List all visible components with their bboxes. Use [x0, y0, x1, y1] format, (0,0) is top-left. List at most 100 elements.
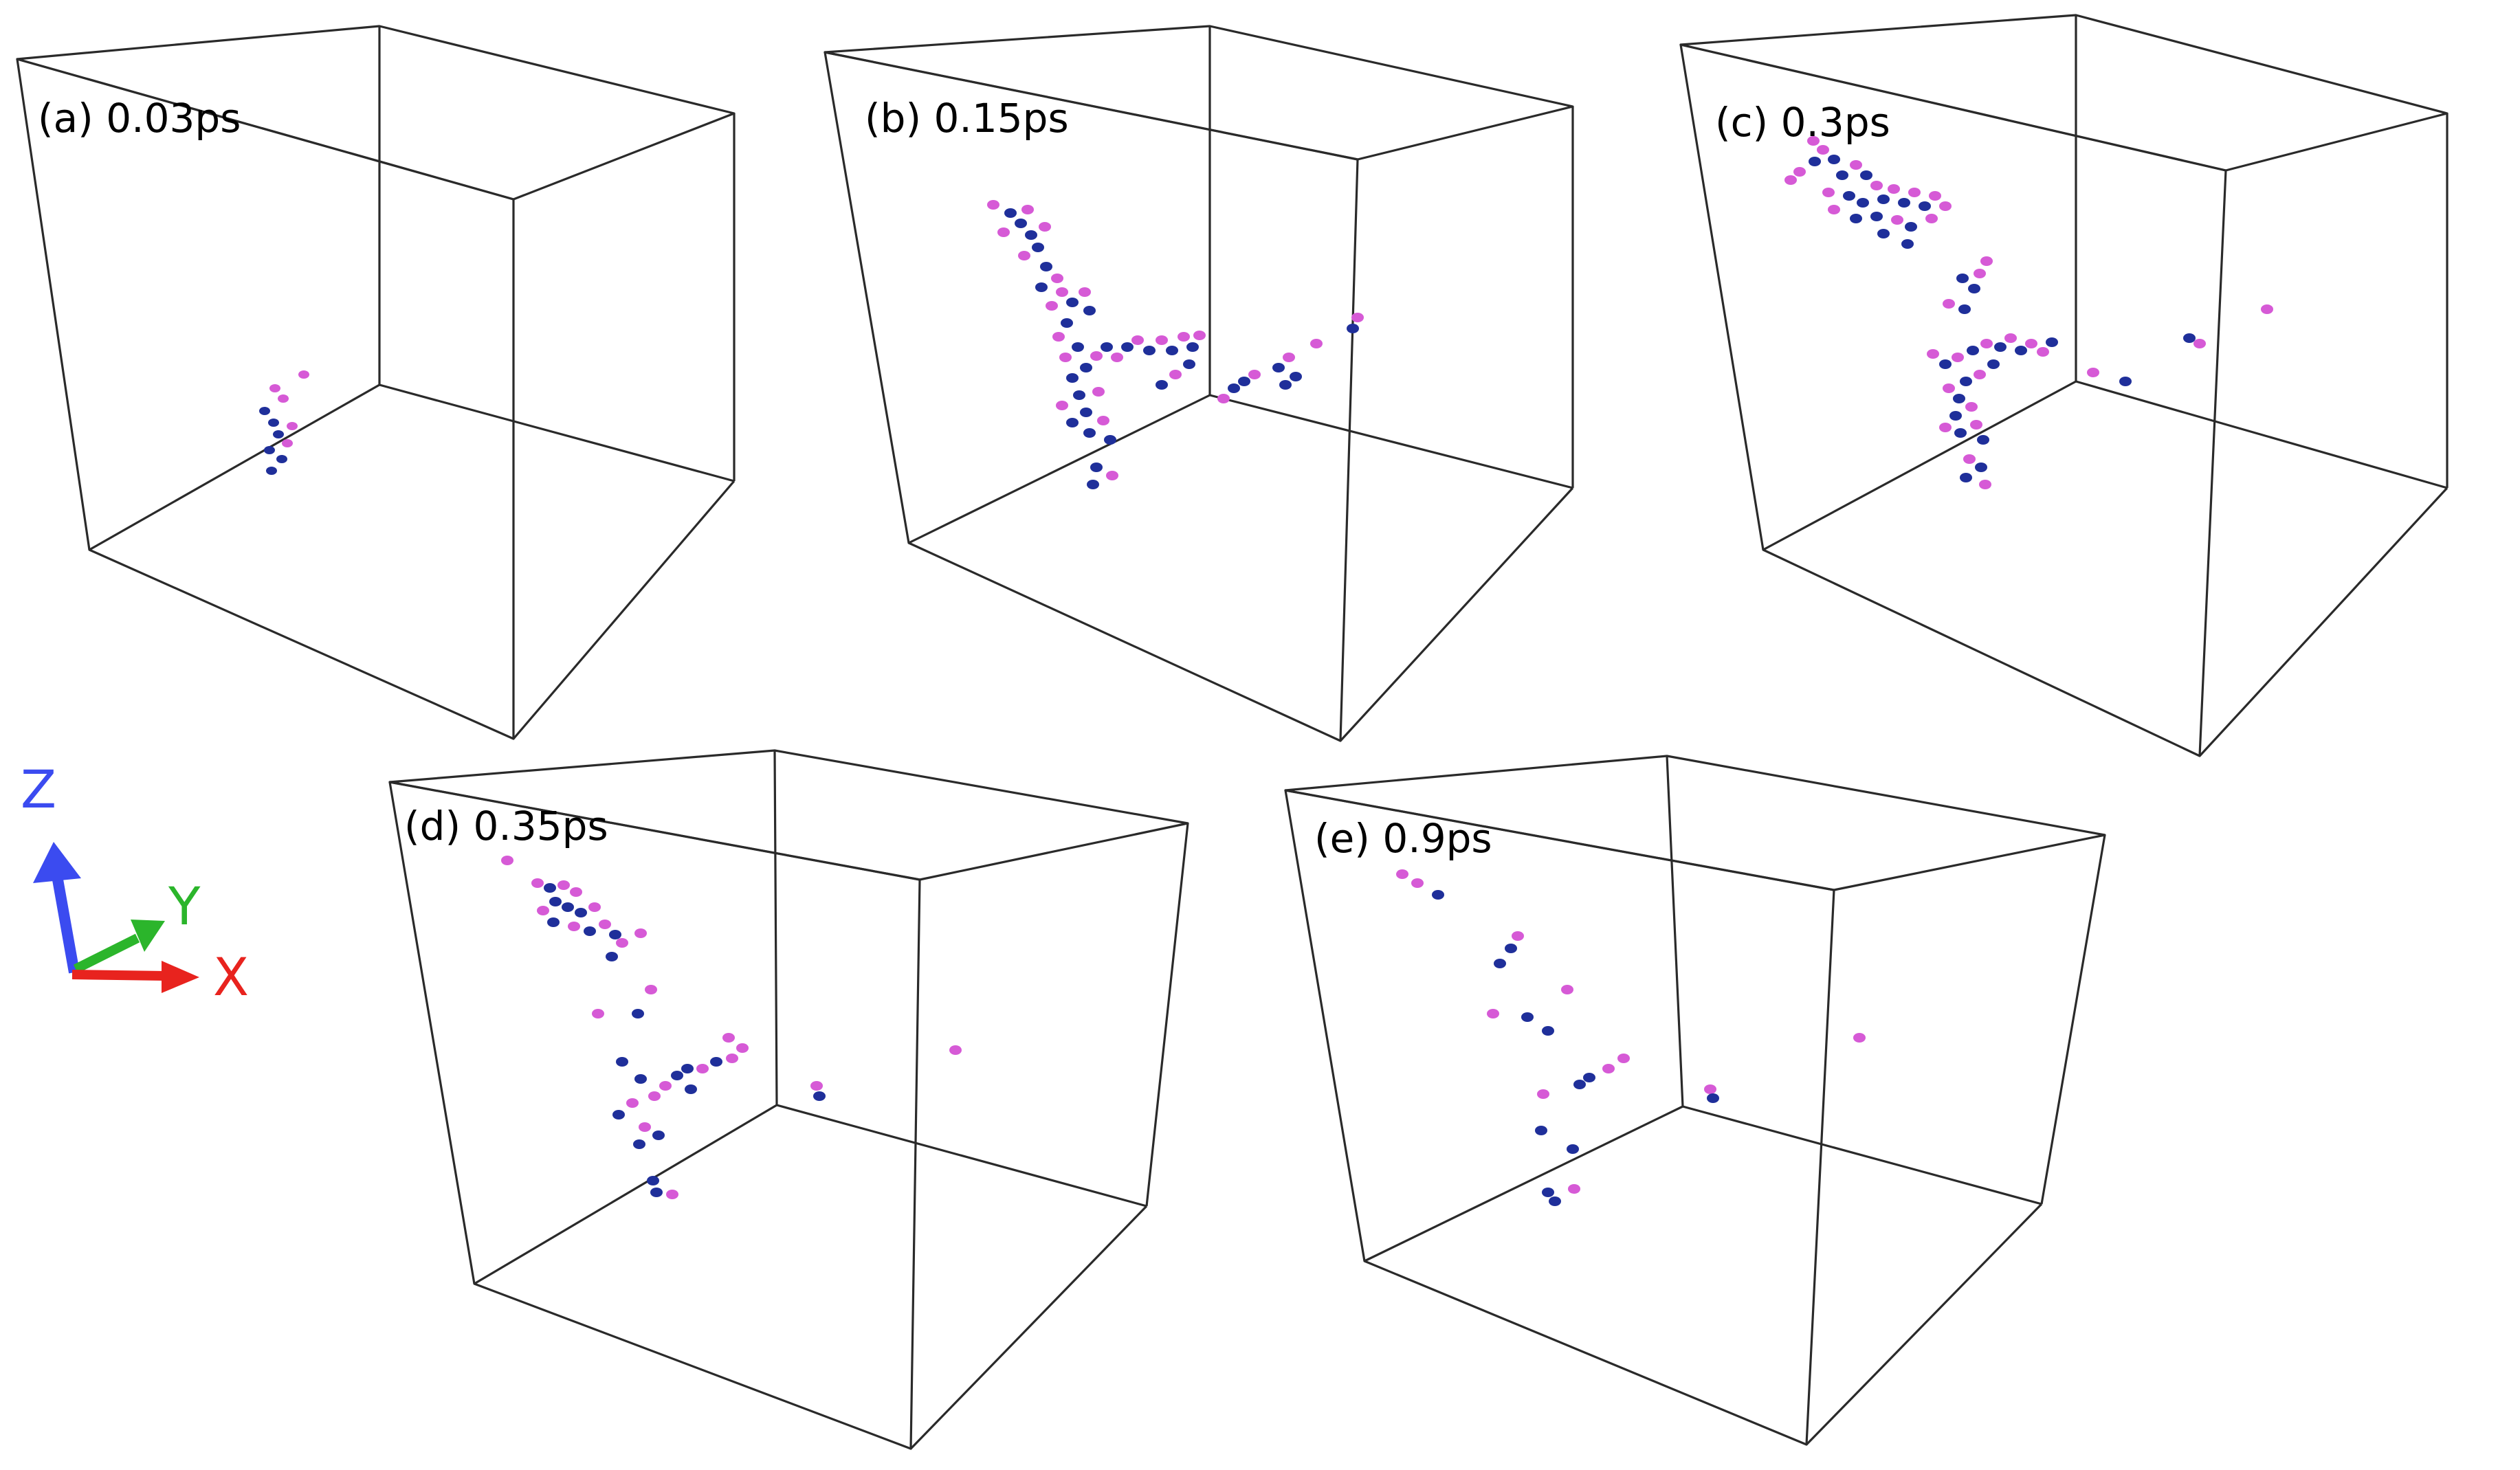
atom-magenta — [1411, 878, 1424, 888]
panel-d: (d) 0.35ps — [388, 749, 1189, 1450]
atom-magenta — [1908, 188, 1921, 197]
x-axis-label: X — [213, 946, 249, 1007]
atom-blue — [1121, 342, 1134, 352]
z-axis-label: Z — [21, 759, 56, 820]
atom-blue — [1066, 298, 1079, 307]
atom-blue — [1072, 342, 1084, 352]
atom-magenta — [2261, 304, 2273, 314]
atom-magenta — [1925, 214, 1938, 223]
panel-c: (c) 0.3ps — [1679, 14, 2449, 757]
atom-blue — [1850, 214, 1862, 223]
atom-magenta — [2004, 333, 2017, 343]
atom-blue — [1960, 377, 1972, 386]
atom-magenta — [1784, 175, 1797, 185]
atom-magenta — [2037, 347, 2049, 357]
y-axis-arrowhead — [131, 920, 165, 952]
atom-blue — [647, 1176, 659, 1185]
atom-magenta — [987, 200, 999, 210]
atom-blue — [1004, 208, 1017, 218]
atom-magenta — [1817, 145, 1829, 155]
atom-blue — [606, 952, 618, 961]
atom-cluster-d — [501, 856, 962, 1199]
simulation-box — [824, 25, 1574, 742]
atom-magenta — [1952, 353, 1964, 362]
panel-label-a: (a) 0.03ps — [38, 95, 241, 142]
atom-blue — [1968, 284, 1980, 293]
atom-blue — [612, 1110, 625, 1120]
atom-magenta — [1980, 256, 1993, 266]
atom-blue — [1272, 363, 1285, 372]
atom-blue — [1994, 342, 2007, 352]
atom-magenta — [810, 1081, 823, 1091]
atom-blue — [1080, 363, 1092, 372]
atom-magenta — [1193, 331, 1206, 340]
atom-magenta — [269, 384, 280, 392]
atom-magenta — [557, 880, 570, 890]
atom-blue — [1898, 198, 1910, 208]
atom-magenta — [1974, 370, 1986, 379]
atom-blue — [1521, 1012, 1534, 1022]
atom-blue — [1535, 1126, 1547, 1135]
atom-magenta — [1156, 335, 1168, 345]
atom-blue — [633, 1139, 645, 1149]
atom-blue — [1901, 239, 1914, 249]
atom-blue — [1828, 155, 1840, 164]
atom-blue — [1087, 480, 1099, 489]
atom-magenta — [1970, 420, 1982, 430]
z-axis-arrowhead — [33, 842, 81, 883]
atom-magenta — [278, 394, 289, 403]
atom-blue — [1066, 418, 1079, 427]
atom-blue — [575, 908, 587, 917]
atom-magenta — [1248, 370, 1261, 379]
panel-label-d: (d) 0.35ps — [404, 803, 608, 849]
atom-magenta — [645, 985, 657, 994]
atom-blue — [276, 455, 287, 463]
atom-cluster-b — [987, 200, 1364, 489]
atom-magenta — [1106, 471, 1118, 480]
atom-magenta — [1822, 188, 1835, 197]
x-axis-arrow — [71, 970, 166, 981]
atom-magenta — [1039, 222, 1051, 232]
atom-magenta — [1602, 1064, 1615, 1073]
atom-blue — [2015, 346, 2027, 355]
atom-magenta — [588, 902, 601, 912]
atom-blue — [1290, 372, 1302, 381]
z-axis-arrow — [52, 878, 80, 974]
atom-blue — [2119, 377, 2132, 386]
atom-magenta — [2087, 368, 2099, 377]
atom-magenta — [1283, 353, 1295, 362]
atom-magenta — [1943, 383, 1955, 393]
atom-magenta — [1870, 181, 1883, 190]
atom-magenta — [736, 1043, 749, 1053]
atom-magenta — [1018, 251, 1030, 260]
atom-blue — [1836, 170, 1848, 180]
atom-blue — [632, 1009, 644, 1018]
atom-blue — [1080, 408, 1092, 417]
atom-magenta — [1929, 191, 1941, 201]
atom-magenta — [616, 938, 628, 948]
atom-magenta — [1090, 351, 1103, 361]
atom-magenta — [1704, 1084, 1716, 1094]
atom-blue — [1567, 1144, 1579, 1154]
atom-magenta — [659, 1081, 672, 1091]
atom-blue — [1870, 212, 1883, 221]
atom-blue — [1960, 473, 1972, 482]
atom-magenta — [1178, 332, 1190, 342]
atom-blue — [1101, 342, 1113, 352]
atom-magenta — [501, 856, 513, 865]
atom-magenta — [1617, 1054, 1630, 1063]
atom-cluster-e — [1396, 869, 1866, 1206]
atom-magenta — [626, 1098, 639, 1108]
atom-blue — [2183, 333, 2196, 343]
atom-blue — [1843, 191, 1855, 201]
atom-magenta — [1169, 370, 1182, 379]
atom-magenta — [666, 1190, 678, 1199]
atom-magenta — [1853, 1033, 1866, 1043]
atom-blue — [1183, 359, 1195, 369]
atom-magenta — [1561, 985, 1573, 994]
atom-blue — [1954, 428, 1967, 438]
atom-magenta — [592, 1009, 604, 1018]
atom-magenta — [1979, 480, 1991, 489]
atom-blue — [1877, 229, 1890, 238]
